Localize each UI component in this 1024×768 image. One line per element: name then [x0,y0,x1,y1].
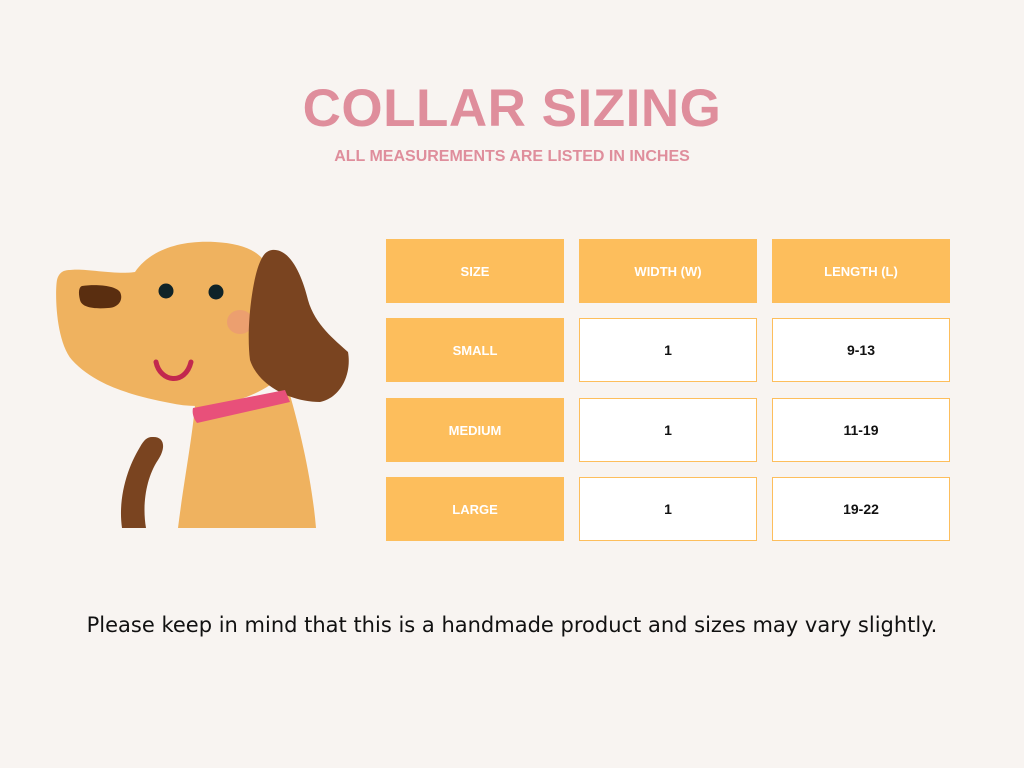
dog-cheek-blush [227,310,253,334]
row-width: 1 [579,398,757,462]
dog-head [56,241,277,406]
row-length: 19-22 [772,477,950,541]
row-size: SMALL [386,318,564,382]
page-subtitle: ALL MEASUREMENTS ARE LISTED IN INCHES [334,148,690,165]
handmade-note: Please keep in mind that this is a handm… [86,613,938,637]
dog-eye-left [158,283,174,299]
dog-collar [192,390,290,423]
page-title: COLLAR SIZING [302,79,722,138]
dog-ear [248,249,349,402]
row-length: 9-13 [772,318,950,382]
header-size: SIZE [386,239,564,303]
dog-eye-right [208,284,224,300]
dog-mouth [153,359,194,381]
row-size: LARGE [386,477,564,541]
row-width: 1 [579,477,757,541]
header-width: WIDTH (W) [579,239,757,303]
dog-body [178,395,316,528]
dog-nose [78,285,122,309]
dog-tail [120,436,164,528]
dog-illustration [56,241,349,528]
row-length: 11-19 [772,398,950,462]
row-width: 1 [579,318,757,382]
header-length: LENGTH (L) [772,239,950,303]
row-size: MEDIUM [386,398,564,462]
